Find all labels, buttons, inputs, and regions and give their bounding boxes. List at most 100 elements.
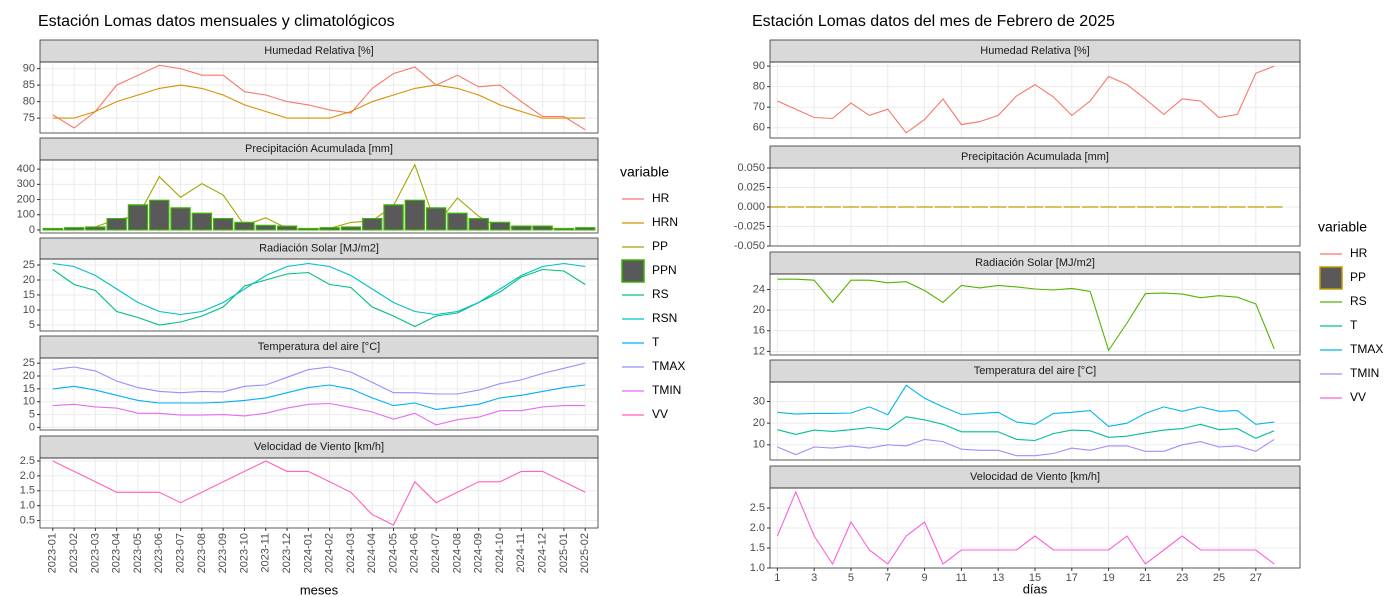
x-tick-label: 9 — [922, 572, 928, 584]
y-tick-label: -0.025 — [734, 220, 765, 232]
line-series — [777, 278, 1275, 352]
line-series — [52, 268, 586, 328]
y-tick-label: 200 — [17, 193, 35, 205]
x-tick-label: 25 — [1213, 572, 1225, 584]
y-tick-label: 12 — [753, 345, 765, 357]
y-tick-label: 2.5 — [750, 502, 765, 514]
bar — [340, 226, 362, 231]
x-tick-label: 2025-02 — [579, 533, 591, 573]
y-tick-label: 60 — [753, 122, 765, 134]
line-series — [52, 362, 586, 395]
legend-label: PP — [652, 239, 668, 253]
bar — [425, 207, 447, 231]
y-tick-label: 1.5 — [750, 542, 765, 554]
x-axis-title: meses — [300, 582, 339, 597]
y-tick-label: 0 — [29, 421, 35, 433]
strip-title: Precipitación Acumulada [mm] — [961, 151, 1109, 163]
y-tick-label: 10 — [23, 396, 35, 408]
x-tick-label: 2024-04 — [366, 533, 378, 573]
line-series — [52, 84, 586, 119]
x-tick-label: 21 — [1139, 572, 1151, 584]
legend-label: HRN — [652, 215, 678, 229]
x-tick-label: 2023-12 — [281, 533, 293, 573]
y-tick-label: 10 — [23, 304, 35, 316]
panel-border — [769, 61, 1301, 139]
strip-title: Precipitación Acumulada [mm] — [245, 143, 393, 155]
strip-title: Radiación Solar [MJ/m2] — [975, 257, 1095, 269]
bar — [149, 199, 170, 231]
bar — [447, 212, 468, 231]
bar — [553, 227, 575, 231]
y-tick-label: 10 — [753, 439, 765, 451]
bar — [468, 217, 489, 231]
y-tick-label: 300 — [17, 178, 35, 190]
legend-label: HR — [652, 191, 670, 205]
legend-key — [1319, 266, 1343, 290]
x-tick-label: 17 — [1066, 572, 1078, 584]
y-tick-label: 90 — [753, 60, 765, 72]
bar — [170, 207, 191, 231]
bar — [319, 227, 340, 231]
chart-title: Estación Lomas datos mensuales y climato… — [38, 13, 395, 30]
x-tick-label: 2024-05 — [387, 533, 399, 573]
x-tick-label: 2024-02 — [324, 533, 336, 573]
y-tick-label: 75 — [23, 112, 35, 124]
x-tick-label: 13 — [992, 572, 1004, 584]
y-tick-label: 1.0 — [20, 500, 35, 512]
x-tick-label: 7 — [885, 572, 891, 584]
y-tick-label: 0.025 — [737, 181, 765, 193]
y-tick-label: 20 — [23, 370, 35, 382]
panel-border — [39, 357, 599, 431]
x-tick-label: 2023-05 — [132, 533, 144, 573]
bar — [191, 212, 213, 231]
y-tick-label: 20 — [753, 417, 765, 429]
strip-title: Humedad Relativa [%] — [980, 45, 1089, 57]
y-tick-label: 25 — [23, 259, 35, 271]
x-tick-label: 2024-09 — [473, 533, 485, 573]
x-tick-label: 3 — [811, 572, 817, 584]
legend-key — [621, 259, 645, 283]
x-axis-title: días — [1023, 581, 1048, 596]
x-tick-label: 2025-01 — [558, 533, 570, 573]
x-tick-label: 2023-02 — [68, 533, 80, 573]
x-tick-label: 23 — [1176, 572, 1188, 584]
line-series — [777, 438, 1275, 457]
y-tick-label: 400 — [17, 163, 35, 175]
y-tick-label: 1.5 — [20, 485, 35, 497]
y-tick-label: 25 — [23, 357, 35, 369]
bar — [255, 224, 276, 231]
x-tick-label: 2024-07 — [430, 533, 442, 573]
y-tick-label: 5 — [29, 319, 35, 331]
bar — [575, 227, 596, 231]
legend-label: TMIN — [1350, 366, 1379, 380]
bar — [276, 225, 298, 231]
line-series — [52, 64, 586, 131]
bar — [489, 221, 511, 231]
x-tick-label: 2024-06 — [409, 533, 421, 573]
legend-label: RSN — [652, 311, 677, 325]
x-tick-label: 2023-10 — [238, 533, 250, 573]
y-tick-label: 0 — [29, 224, 35, 236]
x-tick-label: 19 — [1102, 572, 1114, 584]
bar — [532, 225, 553, 231]
y-tick-label: -0.050 — [734, 240, 765, 252]
y-tick-label: 15 — [23, 289, 35, 301]
line-series — [52, 460, 586, 526]
x-tick-label: 2023-01 — [47, 533, 59, 573]
y-tick-label: 85 — [23, 79, 35, 91]
y-tick-label: 2.0 — [20, 470, 35, 482]
bar — [63, 227, 85, 231]
y-tick-label: 5 — [29, 408, 35, 420]
y-tick-label: 16 — [753, 325, 765, 337]
bar — [85, 226, 106, 231]
legend-title: variable — [620, 164, 669, 180]
strip-title: Temperatura del aire [°C] — [974, 365, 1096, 377]
line-series — [777, 416, 1275, 442]
panel-border — [39, 159, 599, 234]
bar — [42, 227, 63, 231]
x-tick-label: 2023-06 — [153, 533, 165, 573]
x-tick-label: 2023-07 — [174, 533, 186, 573]
y-tick-label: 0.5 — [20, 514, 35, 526]
strip-title: Velocidad de Viento [km/h] — [254, 441, 384, 453]
